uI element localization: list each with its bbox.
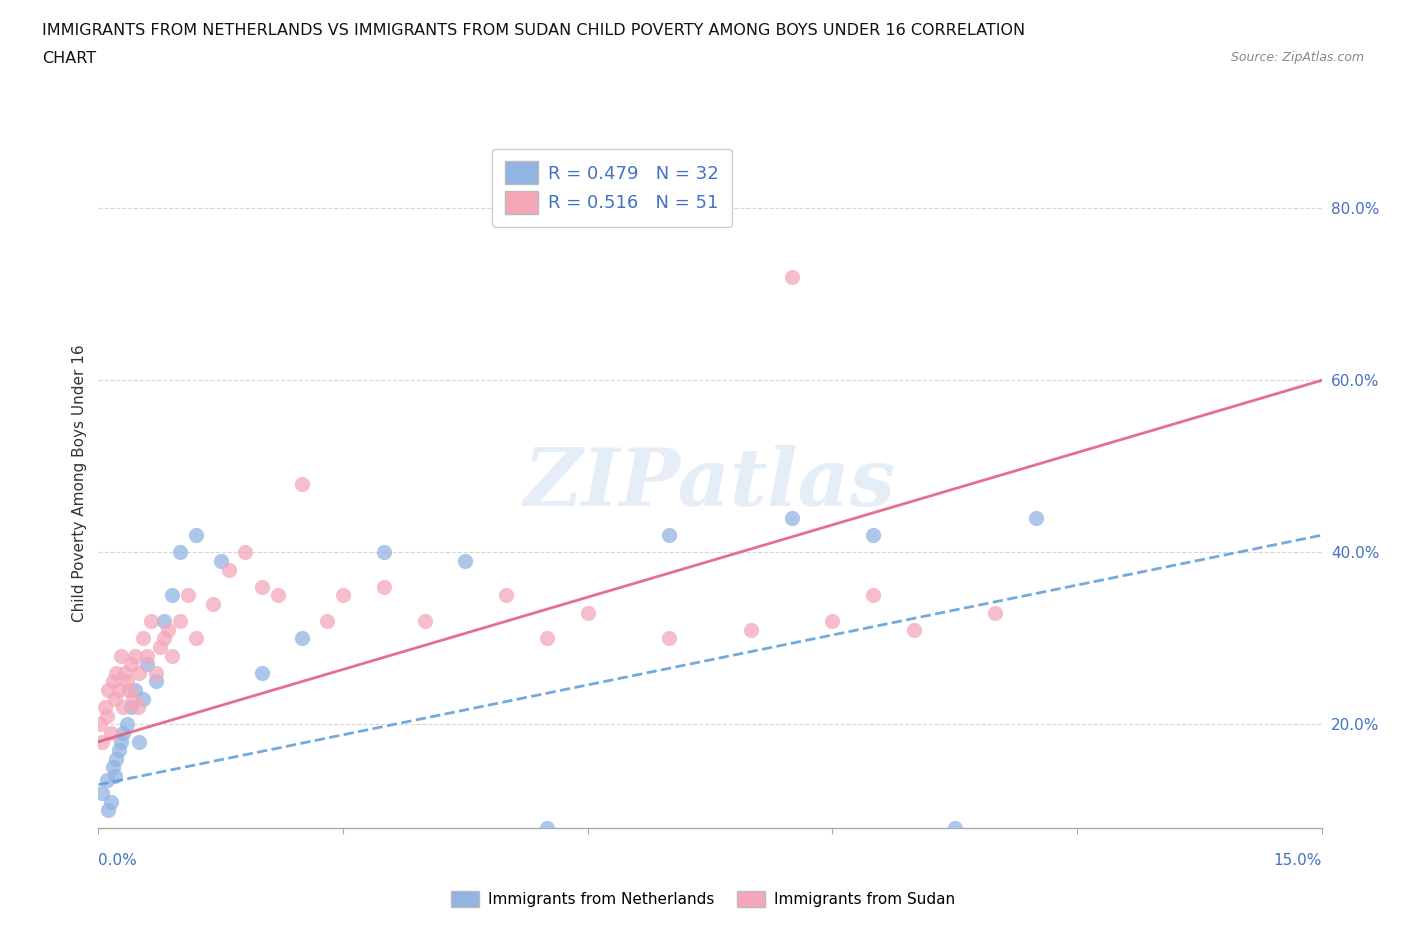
Point <box>100 725 122 740</box>
Point <box>124 683 146 698</box>
Point <box>149 640 172 655</box>
Legend: R = 0.479   N = 32, R = 0.516   N = 51: R = 0.479 N = 32, R = 0.516 N = 51 <box>492 149 733 227</box>
Text: Source: ZipAtlas.com: Source: ZipAtlas.com <box>1230 51 1364 64</box>
Point <box>152 614 174 629</box>
Point <box>94 700 117 715</box>
Point <box>96 709 118 724</box>
Point <box>97 683 120 698</box>
Legend: Immigrants from Netherlands, Immigrants from Sudan: Immigrants from Netherlands, Immigrants … <box>446 884 960 913</box>
Point <box>110 648 132 663</box>
Point <box>218 562 240 577</box>
Point <box>132 631 155 645</box>
Point <box>658 631 681 645</box>
Point <box>332 588 354 603</box>
Point <box>267 588 290 603</box>
Point <box>91 786 114 801</box>
Point <box>101 760 124 775</box>
Text: IMMIGRANTS FROM NETHERLANDS VS IMMIGRANTS FROM SUDAN CHILD POVERTY AMONG BOYS UN: IMMIGRANTS FROM NETHERLANDS VS IMMIGRANT… <box>42 23 1025 38</box>
Point <box>250 579 273 594</box>
Point <box>141 614 163 629</box>
Point <box>160 588 183 603</box>
Point <box>1025 511 1047 525</box>
Point <box>145 666 167 681</box>
Point <box>186 631 208 645</box>
Point <box>111 725 134 740</box>
Point <box>114 666 136 681</box>
Point <box>169 614 191 629</box>
Point <box>821 614 844 629</box>
Point <box>120 700 142 715</box>
Point <box>132 691 155 706</box>
Point <box>145 674 167 689</box>
Point <box>536 631 558 645</box>
Point <box>658 528 681 543</box>
Point <box>454 553 477 568</box>
Point <box>115 674 138 689</box>
Point <box>984 605 1007 620</box>
Point <box>124 648 146 663</box>
Point <box>89 717 111 732</box>
Point <box>186 528 208 543</box>
Point <box>156 622 179 637</box>
Text: 0.0%: 0.0% <box>98 853 138 868</box>
Point <box>862 588 884 603</box>
Point <box>233 545 256 560</box>
Point <box>291 631 314 645</box>
Text: ZIPatlas: ZIPatlas <box>524 445 896 523</box>
Point <box>96 773 118 788</box>
Point <box>740 622 762 637</box>
Point <box>201 597 224 612</box>
Point <box>121 691 143 706</box>
Text: CHART: CHART <box>42 51 96 66</box>
Point <box>97 804 120 818</box>
Point <box>903 622 925 637</box>
Point <box>373 545 395 560</box>
Point <box>136 648 159 663</box>
Point <box>291 476 314 491</box>
Point <box>118 683 141 698</box>
Point <box>780 511 803 525</box>
Text: 15.0%: 15.0% <box>1274 853 1322 868</box>
Point <box>104 691 127 706</box>
Point <box>536 820 558 835</box>
Point <box>111 700 134 715</box>
Point <box>115 717 138 732</box>
Point <box>169 545 191 560</box>
Point <box>108 743 131 758</box>
Point <box>100 794 122 809</box>
Point <box>101 674 124 689</box>
Point <box>943 820 966 835</box>
Point <box>128 735 150 750</box>
Point <box>110 735 132 750</box>
Point <box>91 735 114 750</box>
Point <box>250 666 273 681</box>
Point <box>373 579 395 594</box>
Point <box>160 648 183 663</box>
Y-axis label: Child Poverty Among Boys Under 16: Child Poverty Among Boys Under 16 <box>72 345 87 622</box>
Point <box>104 768 127 783</box>
Point <box>495 588 517 603</box>
Point <box>862 528 884 543</box>
Point <box>136 657 159 671</box>
Point <box>413 614 436 629</box>
Point <box>127 700 149 715</box>
Point <box>576 605 599 620</box>
Point <box>177 588 200 603</box>
Point <box>105 751 128 766</box>
Point <box>209 553 232 568</box>
Point <box>105 666 128 681</box>
Point <box>108 683 131 698</box>
Point <box>128 666 150 681</box>
Point <box>152 631 174 645</box>
Point <box>315 614 337 629</box>
Point <box>780 270 803 285</box>
Point <box>120 657 142 671</box>
